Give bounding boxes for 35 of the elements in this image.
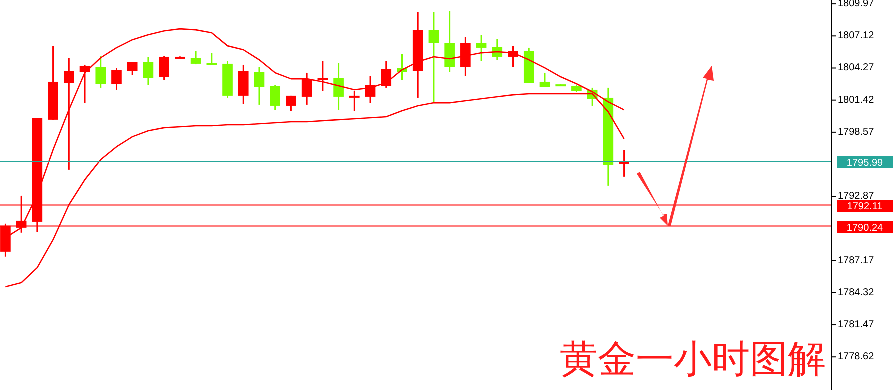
y-tick-label: 1784.32 bbox=[838, 287, 875, 298]
candlestick bbox=[159, 55, 170, 81]
candlestick bbox=[143, 56, 154, 86]
candlestick bbox=[350, 90, 360, 112]
y-tick-label: 1804.27 bbox=[838, 62, 875, 74]
ref-line-label: 1792.11 bbox=[847, 202, 884, 213]
candlestick bbox=[428, 11, 440, 103]
candlestick bbox=[254, 66, 265, 106]
y-tick-label: 1787.17 bbox=[838, 255, 875, 266]
candlestick bbox=[286, 95, 296, 112]
text: 黄金一小时图解 bbox=[560, 337, 826, 381]
candlestick bbox=[318, 60, 328, 92]
candlestick bbox=[190, 50, 202, 66]
y-tick-label: 1792.87 bbox=[838, 191, 875, 202]
y-tick-label: 1798.57 bbox=[838, 126, 875, 138]
candlestick bbox=[96, 55, 106, 89]
y-tick-label: 1801.42 bbox=[838, 94, 875, 106]
candlestick bbox=[206, 52, 218, 66]
y-tick-label: 1807.12 bbox=[838, 30, 875, 42]
candlestick bbox=[112, 67, 122, 91]
candlestick bbox=[444, 10, 455, 73]
y-tick-label: 1778.62 bbox=[838, 352, 875, 363]
ref-line-label: 1790.24 bbox=[846, 222, 884, 234]
candlestick bbox=[334, 62, 344, 111]
candlestick bbox=[540, 72, 550, 88]
candlestick bbox=[127, 61, 138, 76]
candlestick bbox=[460, 36, 471, 77]
candlestick bbox=[64, 57, 74, 171]
candlestick bbox=[381, 60, 392, 89]
candlestick bbox=[270, 84, 280, 111]
y-tick-label: 1809.97 bbox=[838, 0, 875, 10]
y-tick-label: 1781.47 bbox=[838, 320, 875, 331]
candlestick bbox=[302, 72, 312, 106]
candlestick bbox=[476, 34, 487, 62]
ref-line-label: 1795.99 bbox=[846, 158, 884, 169]
